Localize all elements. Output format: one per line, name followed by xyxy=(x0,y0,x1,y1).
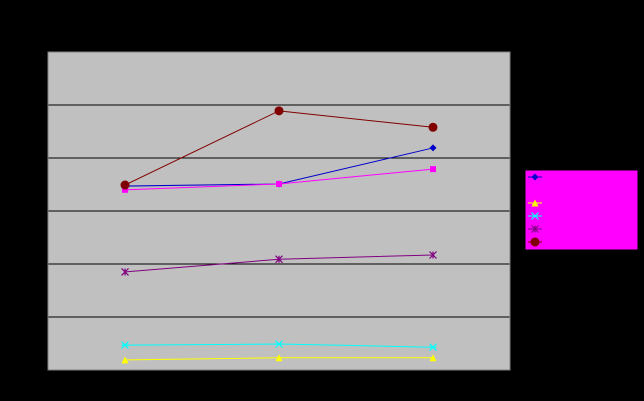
marker xyxy=(121,268,129,276)
marker xyxy=(274,106,284,116)
y-tick-label: 4 xyxy=(36,153,42,164)
y-tick-label: 6 xyxy=(36,47,42,58)
marker xyxy=(429,354,437,362)
marker xyxy=(429,343,437,352)
marker xyxy=(121,356,129,364)
marker xyxy=(275,354,283,362)
marker xyxy=(430,166,436,173)
y-tick-label: 1 xyxy=(36,312,42,323)
plot-border xyxy=(47,51,511,371)
marker xyxy=(531,212,539,220)
marker xyxy=(275,255,283,264)
marker xyxy=(122,186,128,193)
marker xyxy=(429,144,437,152)
marker xyxy=(531,173,539,181)
marker xyxy=(120,180,130,190)
y-tick-label: 5 xyxy=(36,100,42,111)
marker xyxy=(428,122,438,132)
legend xyxy=(524,169,639,251)
marker xyxy=(532,187,538,193)
y-tick-label: 0 xyxy=(36,365,42,376)
marker xyxy=(276,180,282,187)
marker xyxy=(275,340,283,348)
marker xyxy=(531,225,539,233)
marker xyxy=(429,251,437,259)
y-tick-label: 3 xyxy=(36,206,42,217)
marker xyxy=(530,237,540,247)
y-tick-label: 2 xyxy=(36,259,42,270)
marker xyxy=(531,199,539,207)
marker xyxy=(121,341,129,350)
